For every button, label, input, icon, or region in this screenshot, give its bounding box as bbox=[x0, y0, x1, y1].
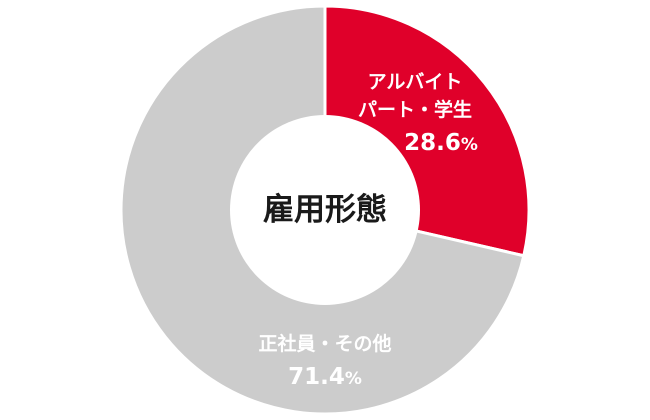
slice-0-label-line-1: パート・学生 bbox=[358, 98, 472, 121]
slice-1-value-label: 71.4% bbox=[288, 364, 362, 390]
slice-0-value-label: 28.6% bbox=[404, 130, 478, 156]
donut-hole bbox=[230, 115, 420, 305]
slice-0-label-line-0: アルバイト bbox=[368, 71, 463, 93]
slice-1-label-line-0: 正社員・その他 bbox=[258, 332, 391, 355]
chart-title: 雇用形態 bbox=[263, 192, 387, 228]
